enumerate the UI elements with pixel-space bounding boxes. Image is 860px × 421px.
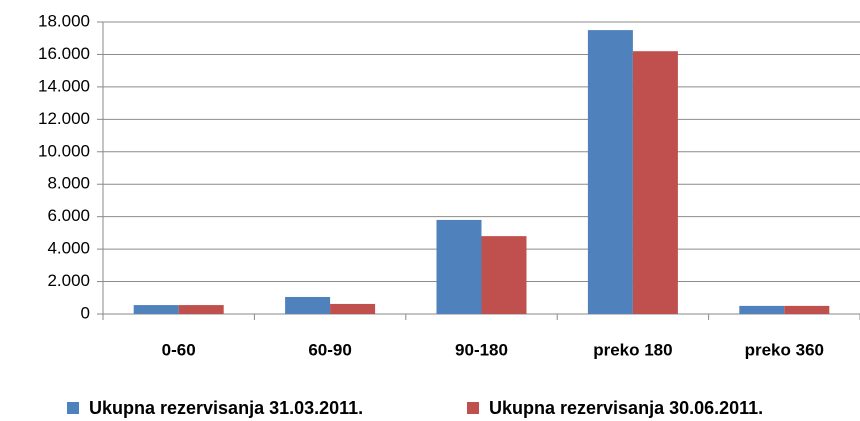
y-tick-label: 4.000 — [47, 239, 90, 258]
bar — [178, 305, 224, 314]
y-tick-label: 18.000 — [38, 11, 90, 30]
x-tick-label: preko 360 — [745, 340, 824, 359]
bar — [330, 303, 376, 314]
legend-label: Ukupna rezervisanja 30.06.2011. — [489, 398, 763, 418]
bar — [739, 305, 785, 314]
y-tick-label: 14.000 — [38, 76, 90, 95]
y-tick-label: 0 — [81, 303, 90, 322]
bar — [587, 30, 633, 314]
bar — [133, 305, 179, 314]
x-tick-label: 0-60 — [162, 340, 196, 359]
x-tick-label: 60-90 — [308, 340, 351, 359]
y-tick-label: 10.000 — [38, 141, 90, 160]
bar — [481, 236, 527, 314]
bar — [632, 51, 678, 314]
y-tick-label: 12.000 — [38, 109, 90, 128]
legend-swatch — [67, 402, 79, 414]
bar — [784, 305, 830, 314]
x-tick-label: 90-180 — [455, 340, 508, 359]
legend-swatch — [467, 402, 479, 414]
x-tick-label: preko 180 — [593, 340, 672, 359]
legend-label: Ukupna rezervisanja 31.03.2011. — [89, 398, 363, 418]
y-tick-label: 16.000 — [38, 44, 90, 63]
bar — [285, 296, 331, 314]
bar — [436, 219, 482, 314]
y-tick-label: 2.000 — [47, 271, 90, 290]
y-tick-label: 6.000 — [47, 206, 90, 225]
y-tick-label: 8.000 — [47, 174, 90, 193]
